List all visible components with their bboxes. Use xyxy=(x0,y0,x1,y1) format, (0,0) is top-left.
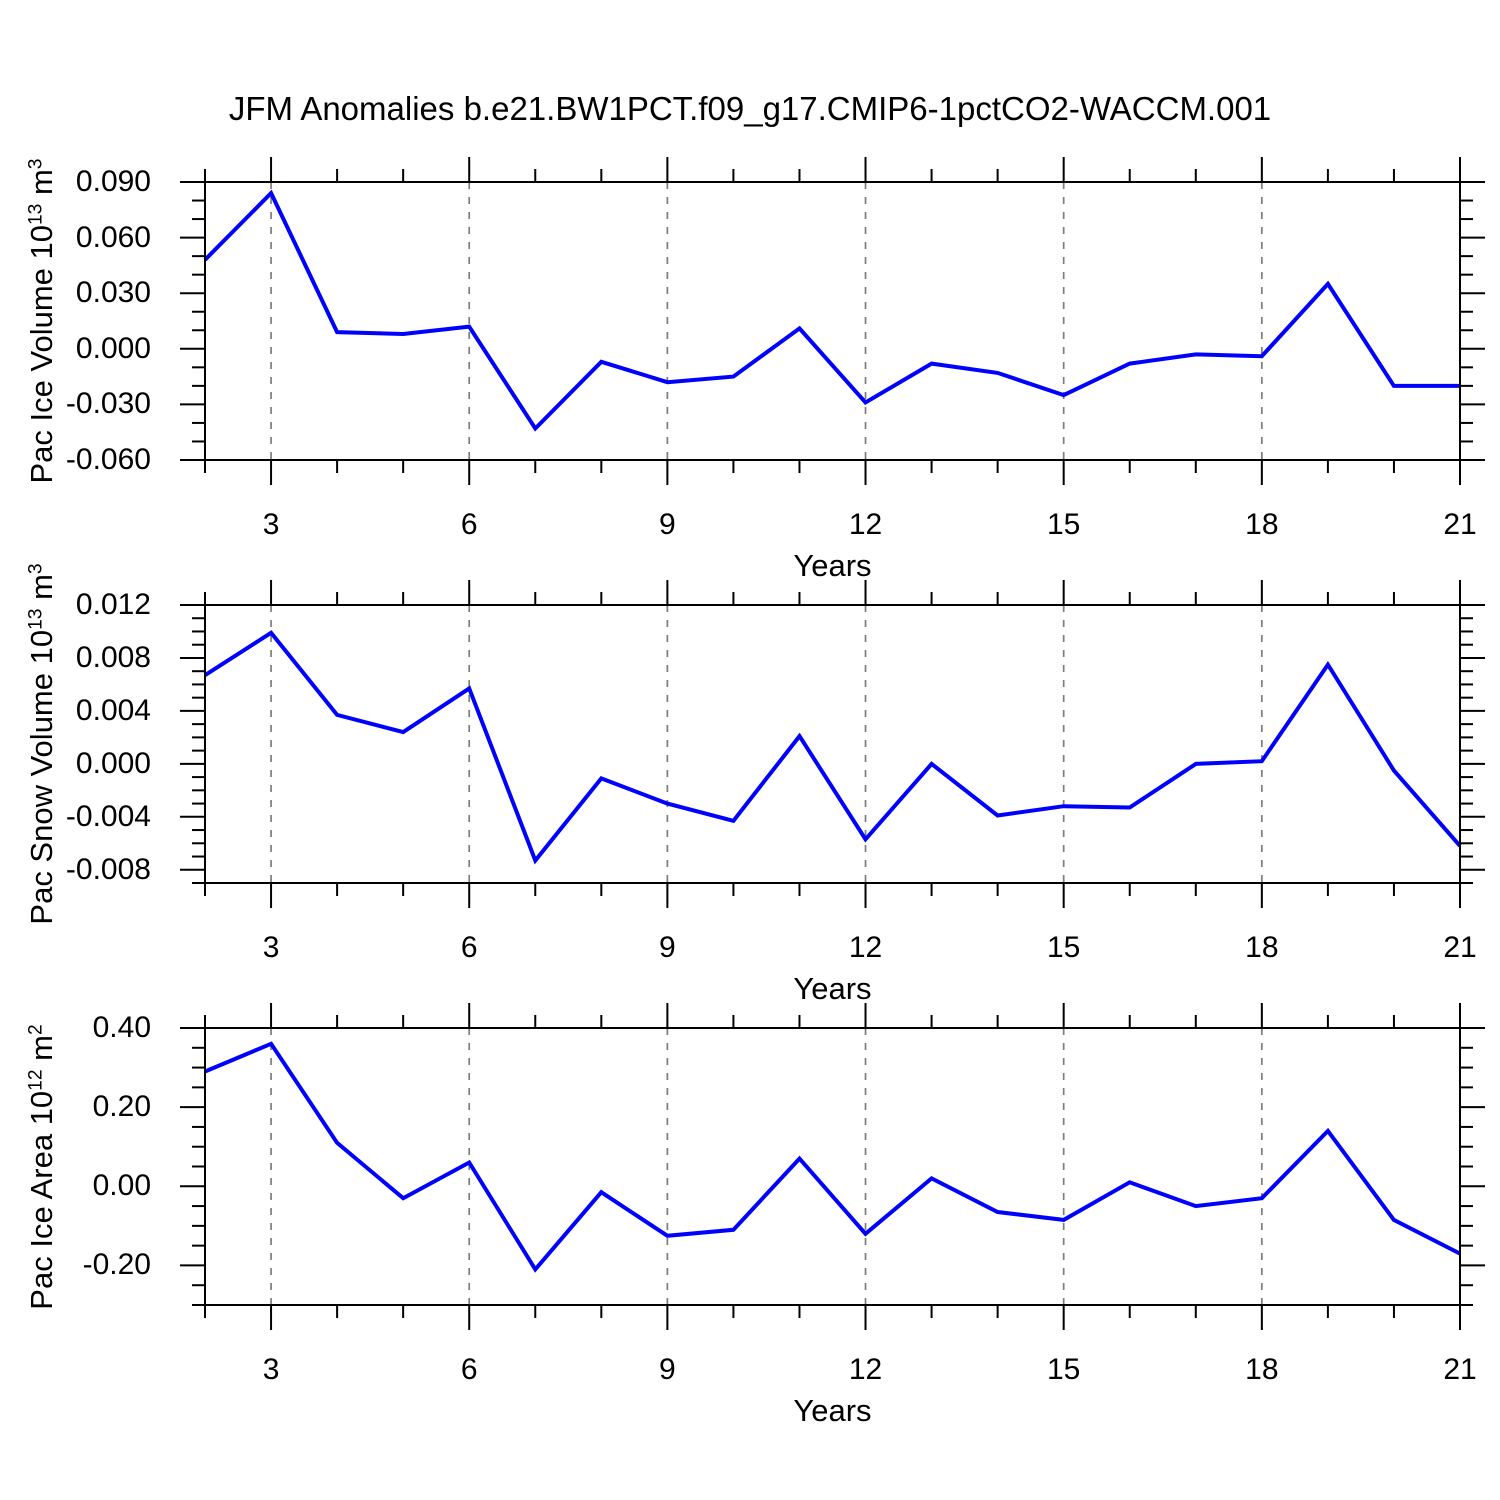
x-tick-label: 3 xyxy=(262,508,280,541)
y-axis-title: Pac Ice Volume 1013 m3 xyxy=(24,159,60,484)
x-tick-label: 6 xyxy=(460,1353,478,1386)
plot-frame xyxy=(204,181,1461,461)
x-tick-label: 15 xyxy=(1046,1353,1081,1386)
y-tick-label: 0.20 xyxy=(92,1090,151,1124)
x-axis-title: Years xyxy=(793,548,872,583)
y-tick-label: 0.000 xyxy=(75,746,151,780)
y-tick-label: 0.090 xyxy=(75,165,151,198)
x-tick-label: 18 xyxy=(1245,1353,1279,1386)
plot-frame xyxy=(204,1027,1461,1306)
x-tick-label: 15 xyxy=(1046,931,1081,964)
x-tick-label: 6 xyxy=(460,508,478,541)
chart-title: JFM Anomalies b.e21.BW1PCT.f09_g17.CMIP6… xyxy=(228,90,1272,127)
x-tick-label: 9 xyxy=(659,931,676,964)
y-tick-label: 0.060 xyxy=(75,220,151,254)
y-tick-label: 0.40 xyxy=(92,1011,151,1044)
y-tick-label: 0.00 xyxy=(92,1169,151,1203)
x-tick-label: 21 xyxy=(1443,1353,1477,1386)
x-tick-label: 9 xyxy=(659,1353,676,1386)
plot-frame xyxy=(204,604,1461,884)
x-axis-title: Years xyxy=(793,971,872,1006)
x-tick-label: 21 xyxy=(1443,508,1477,541)
y-tick-label: -0.060 xyxy=(65,443,151,476)
y-tick-label: 0.000 xyxy=(75,331,151,365)
superscript: 12 xyxy=(25,1068,47,1091)
x-tick-label: 18 xyxy=(1245,508,1279,541)
line-plot-pac-ice-area xyxy=(180,1003,1485,1330)
x-tick-label: 15 xyxy=(1046,508,1081,541)
gridlines xyxy=(270,1028,1263,1305)
y-tick-label: -0.008 xyxy=(65,852,151,886)
superscript: 3 xyxy=(25,563,47,575)
axis-ticks xyxy=(180,157,1485,485)
x-tick-label: 3 xyxy=(262,1353,280,1386)
gridlines xyxy=(270,182,1263,460)
data-series-line xyxy=(203,189,1460,432)
line-plot-pac-ice-volume xyxy=(180,157,1485,485)
data-series-line xyxy=(203,630,1462,865)
x-tick-label: 3 xyxy=(262,931,280,964)
y-tick-label: 0.012 xyxy=(75,588,151,621)
x-tick-label: 12 xyxy=(848,508,883,541)
y-tick-label: -0.20 xyxy=(82,1248,151,1282)
x-tick-label: 18 xyxy=(1245,931,1279,964)
y-tick-label: -0.030 xyxy=(65,387,151,421)
y-tick-label: 0.030 xyxy=(75,276,151,310)
x-tick-label: 12 xyxy=(848,931,883,964)
data-series-line xyxy=(204,1041,1461,1273)
y-tick-label: -0.004 xyxy=(65,799,151,833)
axis-ticks xyxy=(180,1003,1485,1330)
line-plot-pac-snow-volume xyxy=(180,580,1485,908)
x-tick-label: 9 xyxy=(659,508,676,541)
x-tick-label: 12 xyxy=(848,1353,883,1386)
gridlines xyxy=(270,605,1263,883)
axis-ticks xyxy=(180,580,1485,908)
x-tick-label: 21 xyxy=(1443,931,1477,964)
x-tick-label: 6 xyxy=(460,931,478,964)
y-tick-label: 0.008 xyxy=(75,640,151,674)
y-tick-label: 0.004 xyxy=(75,693,151,727)
x-axis-title: Years xyxy=(793,1393,872,1428)
